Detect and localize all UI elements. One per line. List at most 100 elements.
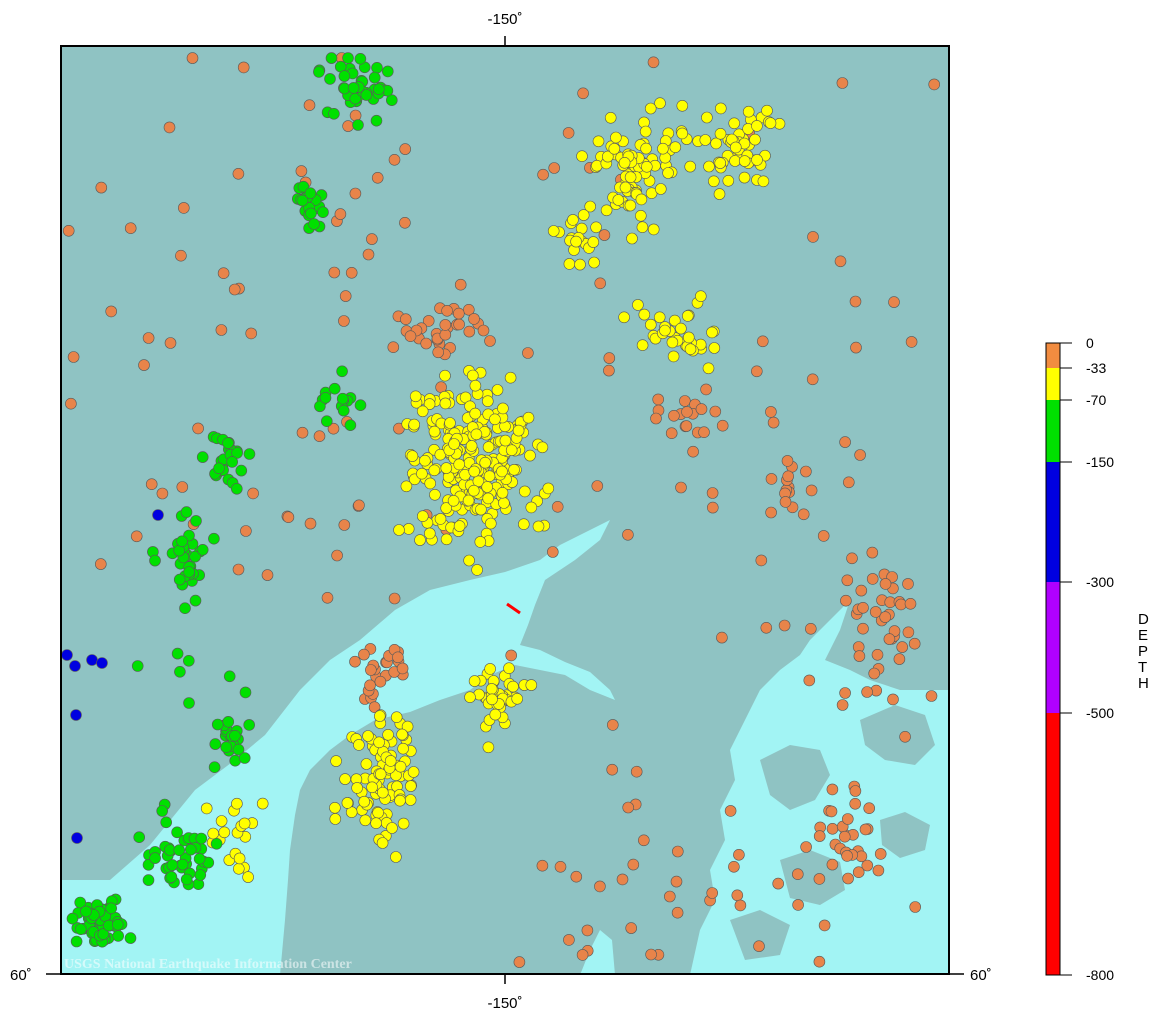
earthquake-dot	[370, 114, 383, 127]
earthquake-dot	[231, 482, 243, 495]
earthquake-dot	[640, 142, 652, 155]
earthquake-dot	[341, 797, 354, 809]
earthquake-dot	[237, 61, 250, 74]
earthquake-dot	[668, 314, 681, 327]
earthquake-dot	[453, 458, 466, 471]
earthquake-dot	[171, 647, 184, 660]
earthquake-dot	[232, 743, 245, 756]
earthquake-dot	[145, 478, 158, 491]
earthquake-dot	[327, 422, 340, 435]
earthquake-dot	[925, 690, 938, 702]
earthquake-dot	[709, 405, 722, 418]
earthquake-dot	[393, 524, 405, 536]
earthquake-dot	[879, 578, 892, 590]
earthquake-dot	[813, 873, 826, 885]
earthquake-dot	[131, 660, 144, 672]
earthquake-dot	[233, 862, 245, 875]
earthquake-dot	[428, 425, 441, 438]
earthquake-dot	[347, 82, 360, 94]
earthquake-dot	[888, 296, 900, 308]
earthquake-dot	[619, 181, 632, 194]
earthquake-dot	[537, 168, 549, 181]
earthquake-dot	[764, 117, 777, 129]
earthquake-dot	[240, 525, 252, 537]
earthquake-dot	[233, 852, 246, 865]
earthquake-dot	[399, 217, 411, 229]
depth-tick-label: -800	[1086, 967, 1114, 983]
earthquake-dot	[668, 409, 680, 422]
earthquake-dot	[603, 352, 616, 364]
earthquake-dot	[563, 934, 575, 946]
earthquake-dot	[337, 404, 350, 417]
earthquake-dot	[228, 283, 241, 296]
earthquake-dot	[601, 150, 614, 163]
earthquake-dot	[652, 393, 665, 406]
earthquake-dot	[142, 874, 155, 886]
earthquake-dot	[512, 424, 525, 437]
island	[860, 705, 935, 765]
earthquake-dot	[179, 602, 191, 615]
earthquake-dot	[178, 202, 190, 214]
earthquake-dot	[792, 899, 804, 911]
earthquake-dot	[352, 119, 364, 131]
earthquake-dot	[883, 633, 896, 645]
earthquake-dot	[662, 167, 674, 179]
earthquake-dot	[138, 359, 150, 371]
earthquake-dot	[567, 214, 579, 226]
earthquake-dot	[399, 143, 412, 155]
earthquake-dot	[186, 52, 199, 64]
earthquake-dot	[826, 783, 839, 796]
earthquake-dot	[857, 601, 869, 614]
earthquake-dot	[836, 699, 849, 711]
earthquake-dot	[728, 860, 740, 873]
earthquake-dot	[591, 480, 604, 492]
earthquake-dot	[639, 125, 652, 138]
earthquake-dot	[874, 848, 887, 860]
island	[880, 812, 930, 858]
earthquake-dot	[504, 371, 517, 384]
earthquake-dot	[319, 391, 332, 404]
earthquake-dot	[65, 397, 77, 410]
earthquake-dot	[362, 730, 374, 742]
earthquake-dot	[483, 470, 496, 483]
earthquake-dot	[670, 875, 683, 888]
earthquake-dot	[714, 102, 727, 115]
earthquake-dot	[173, 844, 185, 857]
earthquake-dot	[358, 648, 370, 661]
depth-tick-label: -33	[1086, 360, 1106, 376]
left-latitude-label: 60˚	[10, 967, 32, 984]
earthquake-dot	[507, 680, 519, 693]
earthquake-dot	[866, 546, 879, 559]
earthquake-dot	[899, 730, 911, 743]
earthquake-dot	[342, 52, 354, 64]
earthquake-dot	[706, 501, 719, 514]
earthquake-dot	[551, 500, 564, 513]
earthquake-dot	[428, 464, 441, 477]
earthquake-dot	[463, 554, 475, 567]
earthquake-dot	[524, 449, 536, 462]
earthquake-dot	[626, 232, 638, 245]
earthquake-dot	[396, 728, 408, 741]
earthquake-dot	[163, 121, 176, 134]
earthquake-dot	[386, 822, 398, 834]
depth-band	[1046, 582, 1060, 713]
earthquake-dot	[622, 801, 635, 814]
earthquake-dot	[112, 918, 124, 931]
earthquake-dot	[706, 887, 719, 899]
earthquake-dot	[368, 701, 381, 714]
earthquake-dot	[71, 832, 83, 844]
earthquake-dot	[522, 347, 534, 359]
earthquake-dot	[215, 324, 228, 336]
earthquake-dot	[75, 923, 87, 936]
earthquake-dot	[360, 758, 373, 770]
earthquake-dot	[849, 785, 862, 797]
earthquake-dot	[481, 395, 494, 408]
earthquake-dot	[791, 868, 804, 881]
earthquake-dot	[842, 872, 854, 885]
earthquake-dot	[699, 134, 712, 146]
earthquake-dot	[728, 117, 741, 130]
depth-title-letter-2: E	[1138, 627, 1148, 644]
earthquake-dot	[813, 830, 826, 842]
earthquake-dot	[765, 506, 777, 519]
earthquake-dot	[223, 670, 236, 683]
